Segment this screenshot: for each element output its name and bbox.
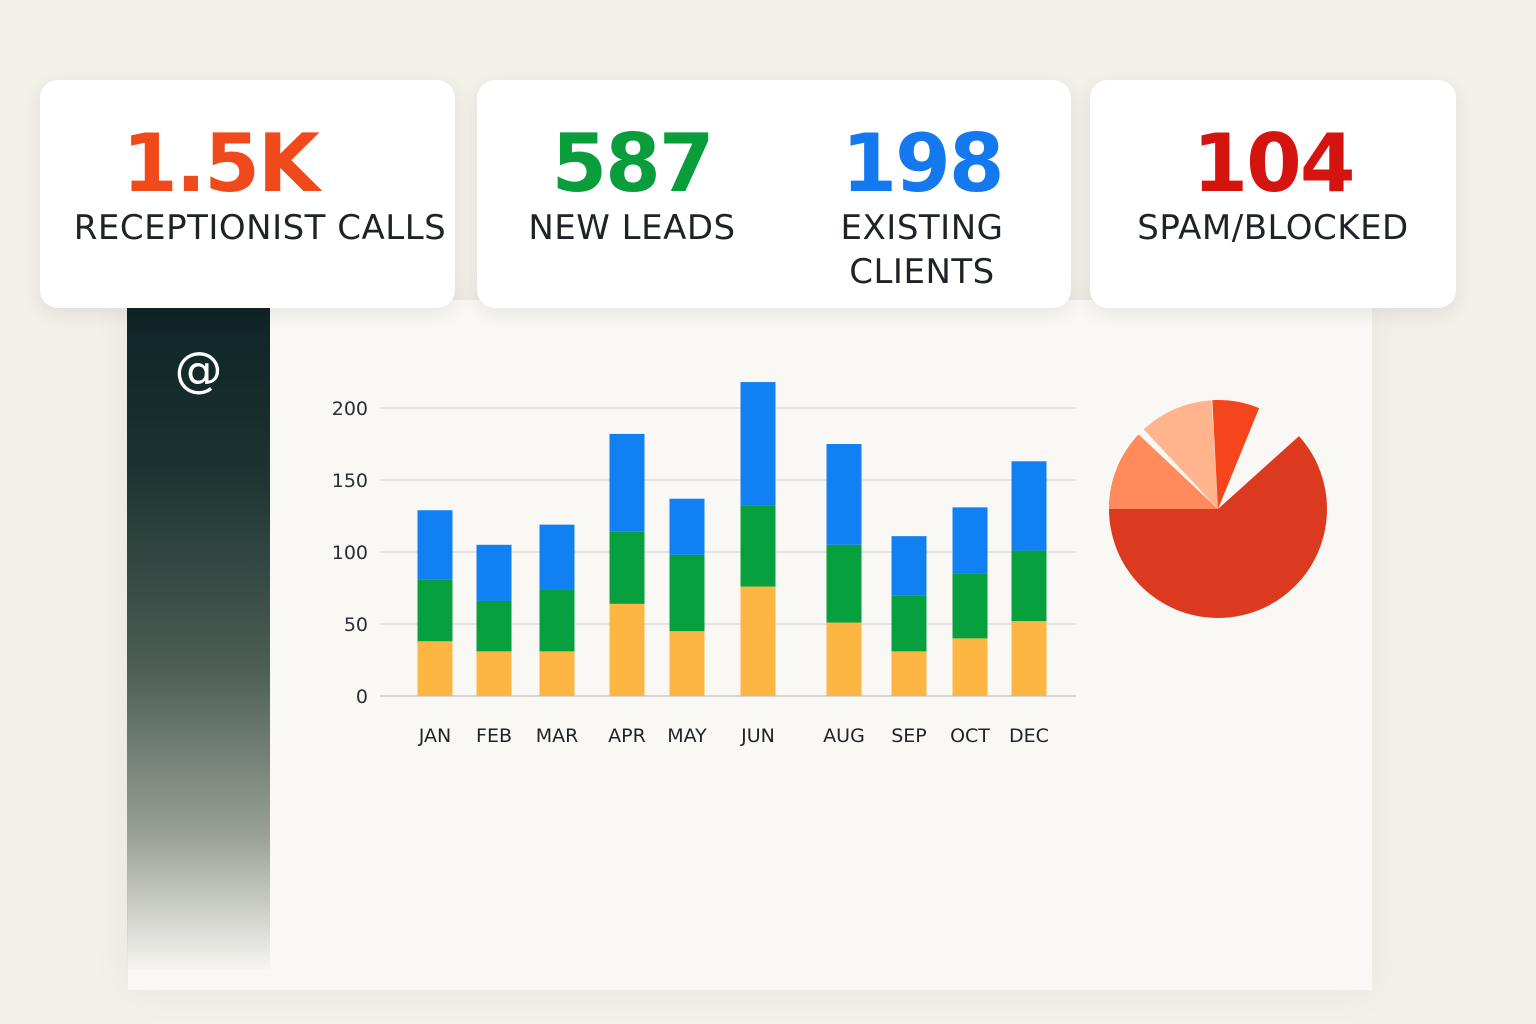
x-tick-label: DEC <box>1009 725 1049 747</box>
existing-clients-label: EXISTING <box>840 208 1004 248</box>
bar-jan-top <box>417 510 453 580</box>
bar-jan-middle <box>417 579 453 642</box>
receptionist-calls-value: 1.5K <box>122 117 320 210</box>
bar-jun-bottom <box>740 586 776 696</box>
x-tick-label: JAN <box>418 725 451 747</box>
receptionist-calls-card: 1.5K RECEPTIONIST CALLS <box>40 80 455 308</box>
bar-aug-top <box>826 444 862 545</box>
bar-may-middle <box>669 554 705 632</box>
pie-slice-3 <box>1143 400 1218 509</box>
bar-jun-top <box>740 382 776 506</box>
x-tick-label: AUG <box>823 725 865 747</box>
bar-sep-bottom <box>891 651 927 696</box>
bar-feb-bottom <box>476 651 512 696</box>
bar-jun-middle <box>740 505 776 587</box>
bar-apr-top <box>609 433 645 532</box>
x-tick-label: MAR <box>536 725 579 747</box>
bar-apr-middle <box>609 531 645 604</box>
bar-dec-bottom <box>1011 621 1047 696</box>
y-tick-label: 150 <box>332 470 368 492</box>
bar-oct-bottom <box>952 638 988 696</box>
bar-dec-top <box>1011 461 1047 551</box>
leads-card: 587 NEW LEADS 198 EXISTING CLIENTS <box>477 80 1071 308</box>
x-tick-label: JUN <box>740 725 775 747</box>
y-tick-label: 100 <box>332 542 368 564</box>
spam-blocked-card: 104 SPAM/BLOCKED <box>1090 80 1456 308</box>
bar-may-bottom <box>669 631 705 696</box>
existing-clients-metric: 198 EXISTING CLIENTS <box>777 122 1067 294</box>
receptionist-calls-metric: 1.5K RECEPTIONIST CALLS <box>60 122 460 250</box>
bar-mar-top <box>539 524 575 590</box>
new-leads-value: 587 <box>551 117 715 210</box>
x-tick-label: APR <box>608 725 646 747</box>
x-tick-label: OCT <box>950 725 990 747</box>
bar-dec-middle <box>1011 550 1047 622</box>
bar-mar-middle <box>539 589 575 652</box>
new-leads-metric: 587 NEW LEADS <box>497 122 767 250</box>
bar-feb-top <box>476 544 512 601</box>
x-tick-label: FEB <box>476 725 512 747</box>
bar-oct-top <box>952 507 988 574</box>
bar-may-top <box>669 498 705 555</box>
y-tick-label: 50 <box>344 614 368 636</box>
bar-sep-middle <box>891 595 927 652</box>
bar-jan-bottom <box>417 641 453 696</box>
bar-aug-middle <box>826 544 862 623</box>
x-tick-label: MAY <box>667 725 707 747</box>
x-tick-label: SEP <box>891 725 927 747</box>
pie-slice-2 <box>1109 434 1218 509</box>
spam-blocked-metric: 104 SPAM/BLOCKED <box>1090 122 1456 250</box>
bar-feb-middle <box>476 600 512 652</box>
existing-clients-value: 198 <box>841 117 1005 210</box>
new-leads-label: NEW LEADS <box>528 208 736 248</box>
bar-oct-middle <box>952 573 988 639</box>
existing-clients-label-line2: CLIENTS <box>849 252 995 292</box>
spam-blocked-value: 104 <box>1192 117 1356 210</box>
pie-slice-4 <box>1212 400 1260 509</box>
bar-apr-bottom <box>609 603 645 696</box>
sidebar: @ <box>127 300 270 970</box>
at-sign-icon[interactable]: @ <box>174 342 223 398</box>
receptionist-calls-label: RECEPTIONIST CALLS <box>73 208 447 248</box>
y-tick-label: 0 <box>356 686 368 708</box>
spam-blocked-label: SPAM/BLOCKED <box>1137 208 1409 248</box>
bar-sep-top <box>891 536 927 596</box>
y-tick-label: 200 <box>332 398 368 420</box>
bar-aug-bottom <box>826 622 862 696</box>
bar-mar-bottom <box>539 651 575 696</box>
